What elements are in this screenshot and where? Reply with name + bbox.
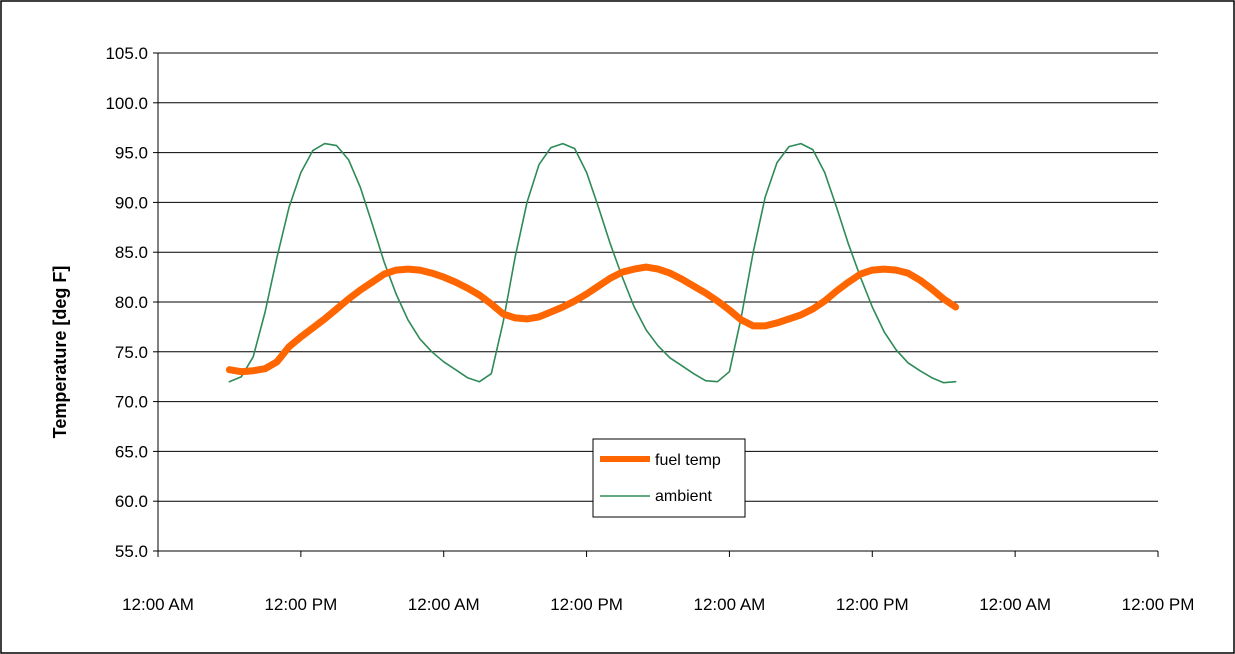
- x-tick-label-7: 12:00 PM: [1122, 595, 1195, 614]
- y-tick-label-8: 95.0: [115, 144, 148, 163]
- legend-label-fuel-temp: fuel temp: [655, 452, 721, 469]
- x-tick-label-1: 12:00 PM: [264, 595, 337, 614]
- series-line-fuel-temp: [225, 263, 960, 376]
- x-tick-label-6: 12:00 AM: [979, 595, 1051, 614]
- y-tick-label-10: 105.0: [105, 44, 148, 63]
- x-tick-label-5: 12:00 PM: [836, 595, 909, 614]
- series-layer: [225, 142, 960, 384]
- legend-box: [592, 438, 746, 518]
- x-tick-label-0: 12:00 AM: [122, 595, 194, 614]
- series-line-ambient: [228, 142, 957, 384]
- legend-label-ambient: ambient: [655, 488, 712, 505]
- y-axis-title: Temperature [deg F]: [50, 266, 70, 439]
- x-tick-label-3: 12:00 PM: [550, 595, 623, 614]
- legend: fuel temp ambient: [592, 438, 746, 518]
- y-tick-label-4: 75.0: [115, 343, 148, 362]
- y-axis: 55.0 60.0 65.0 70.0 75.0 80.0 85.0 90.0 95.0 100.…: [105, 44, 159, 561]
- y-tick-label-1: 60.0: [115, 492, 148, 511]
- y-tick-label-0: 55.0: [115, 542, 148, 561]
- x-tick-label-4: 12:00 AM: [694, 595, 766, 614]
- gridlines: [158, 52, 1158, 552]
- y-tick-label-5: 80.0: [115, 293, 148, 312]
- x-tick-label-2: 12:00 AM: [408, 595, 480, 614]
- y-tick-label-3: 70.0: [115, 393, 148, 412]
- y-tick-label-2: 65.0: [115, 442, 148, 461]
- y-tick-label-6: 85.0: [115, 243, 148, 262]
- y-tick-label-7: 90.0: [115, 193, 148, 212]
- x-axis: 12:00 AM 12:00 PM 12:00 AM 12:00 PM 12:00 AM…: [122, 551, 1194, 614]
- y-tick-label-9: 100.0: [105, 94, 148, 113]
